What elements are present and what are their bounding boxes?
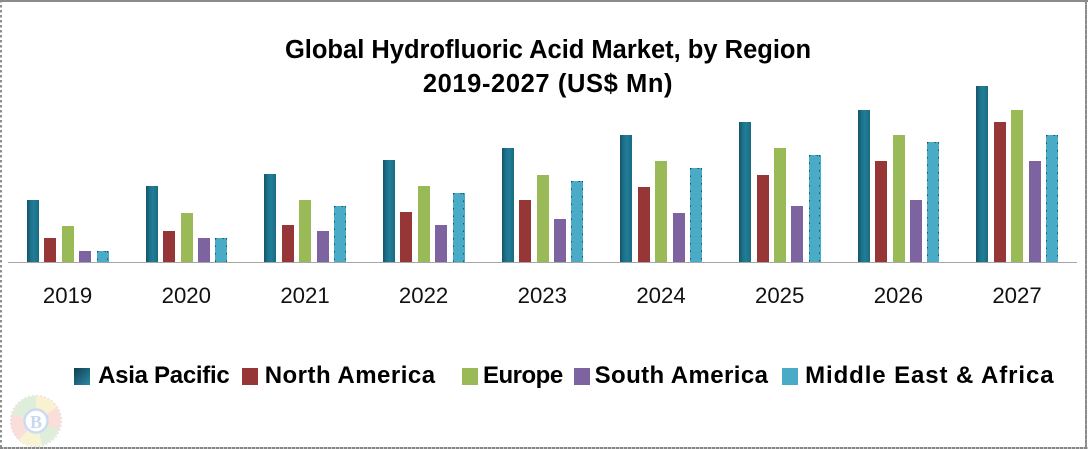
svg-text:B: B bbox=[30, 412, 42, 432]
